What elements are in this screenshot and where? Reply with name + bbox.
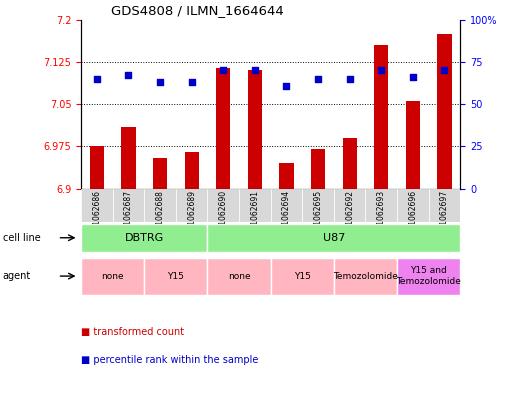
Bar <box>81 224 208 252</box>
Bar <box>302 20 334 189</box>
Text: cell line: cell line <box>3 233 40 243</box>
Bar <box>271 20 302 189</box>
Text: GSM1062690: GSM1062690 <box>219 190 228 241</box>
Text: GSM1062691: GSM1062691 <box>251 190 259 241</box>
Bar <box>144 20 176 189</box>
Bar <box>81 20 112 189</box>
Bar <box>112 20 144 189</box>
Point <box>440 67 449 73</box>
Bar <box>144 257 208 295</box>
Bar <box>248 70 262 189</box>
Bar <box>271 20 302 189</box>
Bar <box>271 257 334 295</box>
Bar <box>144 20 176 189</box>
Text: GSM1062694: GSM1062694 <box>282 190 291 241</box>
Bar <box>366 20 397 189</box>
Bar <box>334 20 366 189</box>
Bar <box>397 20 429 189</box>
Point <box>346 75 354 82</box>
Text: Y15: Y15 <box>294 272 311 281</box>
Bar <box>144 189 176 222</box>
Text: Y15 and
Temozolomide: Y15 and Temozolomide <box>396 266 461 286</box>
Text: Temozolomide: Temozolomide <box>333 272 398 281</box>
Bar <box>302 20 334 189</box>
Text: Y15: Y15 <box>167 272 184 281</box>
Bar <box>153 158 167 189</box>
Point <box>408 74 417 80</box>
Bar <box>429 20 460 189</box>
Bar <box>81 189 112 222</box>
Text: U87: U87 <box>323 233 345 243</box>
Bar <box>176 189 208 222</box>
Text: GSM1062695: GSM1062695 <box>314 190 323 241</box>
Point <box>93 75 101 82</box>
Text: GSM1062687: GSM1062687 <box>124 190 133 241</box>
Point <box>124 72 133 79</box>
Text: GSM1062696: GSM1062696 <box>408 190 417 241</box>
Point <box>156 79 164 85</box>
Point <box>219 67 228 73</box>
Bar <box>397 189 429 222</box>
Bar <box>406 101 420 189</box>
Text: ■ transformed count: ■ transformed count <box>81 327 184 337</box>
Bar <box>366 189 397 222</box>
Bar <box>397 257 460 295</box>
Bar <box>343 138 357 189</box>
Point <box>377 67 385 73</box>
Bar <box>437 34 451 189</box>
Bar <box>334 257 397 295</box>
Point <box>314 75 322 82</box>
Bar <box>239 20 271 189</box>
Bar <box>185 152 199 189</box>
Bar <box>429 20 460 189</box>
Bar <box>271 189 302 222</box>
Bar <box>112 189 144 222</box>
Text: none: none <box>101 272 124 281</box>
Bar <box>397 20 429 189</box>
Bar <box>239 20 271 189</box>
Text: GDS4808 / ILMN_1664644: GDS4808 / ILMN_1664644 <box>111 4 284 17</box>
Bar <box>239 189 271 222</box>
Bar <box>334 20 366 189</box>
Bar <box>366 20 397 189</box>
Bar <box>302 189 334 222</box>
Bar <box>374 45 389 189</box>
Bar <box>81 20 112 189</box>
Text: agent: agent <box>3 271 31 281</box>
Bar <box>176 20 208 189</box>
Text: GSM1062693: GSM1062693 <box>377 190 386 241</box>
Bar <box>208 224 460 252</box>
Text: GSM1062692: GSM1062692 <box>345 190 354 241</box>
Bar <box>176 20 208 189</box>
Text: ■ percentile rank within the sample: ■ percentile rank within the sample <box>81 354 258 365</box>
Bar <box>279 163 293 189</box>
Bar <box>112 20 144 189</box>
Bar <box>334 189 366 222</box>
Point <box>251 67 259 73</box>
Point <box>282 83 291 89</box>
Text: GSM1062686: GSM1062686 <box>93 190 101 241</box>
Text: DBTRG: DBTRG <box>124 233 164 243</box>
Bar <box>311 149 325 189</box>
Bar <box>429 189 460 222</box>
Text: GSM1062689: GSM1062689 <box>187 190 196 241</box>
Point <box>187 79 196 85</box>
Bar <box>208 20 239 189</box>
Text: GSM1062688: GSM1062688 <box>155 190 165 241</box>
Bar <box>208 20 239 189</box>
Text: none: none <box>228 272 251 281</box>
Bar <box>81 257 144 295</box>
Bar <box>121 127 135 189</box>
Bar <box>208 257 271 295</box>
Text: GSM1062697: GSM1062697 <box>440 190 449 241</box>
Bar <box>90 146 104 189</box>
Bar <box>216 68 230 189</box>
Bar <box>208 189 239 222</box>
